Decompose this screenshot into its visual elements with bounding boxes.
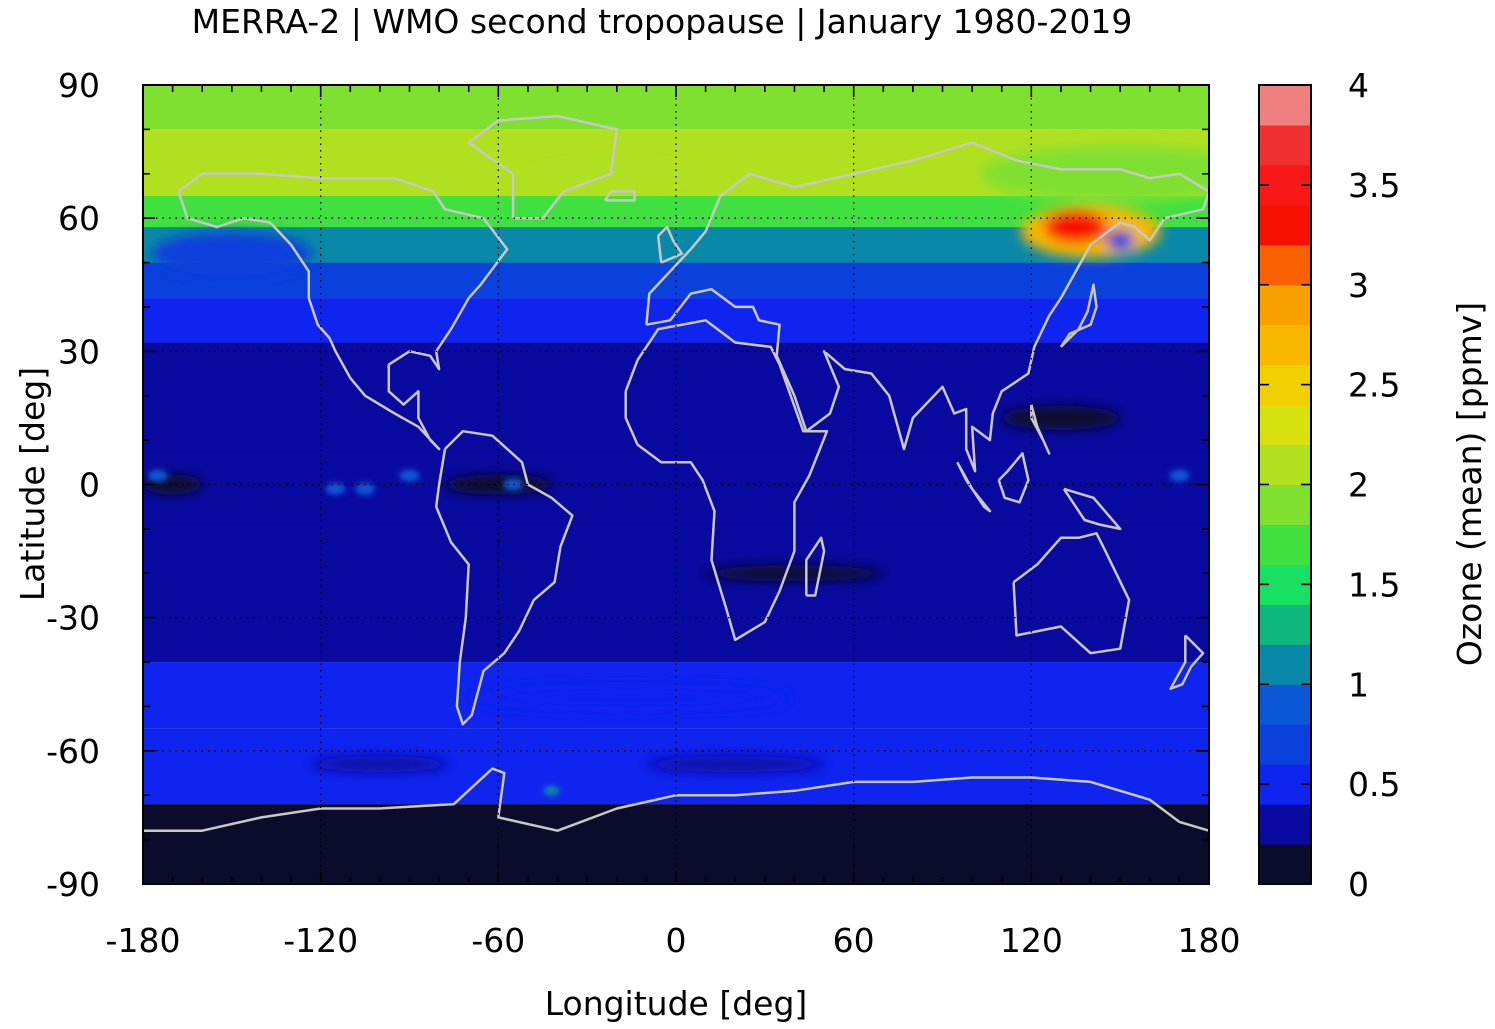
colorbar-tick-label: 1 xyxy=(1348,665,1369,704)
coastline-japan xyxy=(1059,283,1098,348)
y-tick-labels: -90 -60 -30 0 30 60 90 xyxy=(46,66,100,904)
coastline-africa xyxy=(624,319,829,642)
coastline-eurasia xyxy=(645,141,1209,473)
coastline-new-zealand xyxy=(1169,634,1205,690)
colorbar-segment-1 xyxy=(1259,804,1311,845)
colorbar xyxy=(1259,85,1311,885)
y-tick-label: -30 xyxy=(46,599,100,638)
colorbar-label: Ozone (mean) [ppmv] xyxy=(1450,302,1489,666)
y-tick-label: -60 xyxy=(46,732,100,771)
coastline-antarctica xyxy=(143,767,1209,832)
coastline-uk xyxy=(656,225,684,264)
coastline-borneo xyxy=(997,452,1030,504)
chart-title: MERRA-2 | WMO second tropopause | Januar… xyxy=(192,2,1133,41)
colorbar-tick-label: 0 xyxy=(1348,865,1369,904)
asia-low-patch xyxy=(1000,405,1121,430)
x-tick-labels: -180 -120 -60 0 60 120 180 xyxy=(106,921,1241,960)
colorbar-segment-14 xyxy=(1259,284,1311,326)
siberia-max-patch xyxy=(1043,211,1108,244)
x-axis-label: Longitude [deg] xyxy=(545,984,808,1023)
coastline-south-america xyxy=(434,429,574,726)
arctic-max-patch xyxy=(526,159,707,188)
southern-low-patch xyxy=(309,756,450,773)
equatorial-spot-4 xyxy=(147,469,168,482)
x-tick-label: -60 xyxy=(471,921,525,960)
coastline-greenland xyxy=(467,114,619,220)
colorbar-segment-19 xyxy=(1259,85,1311,126)
siberia-low-patch xyxy=(1106,230,1135,251)
equatorial-spot-5 xyxy=(1169,469,1190,482)
x-tick-label: 180 xyxy=(1178,921,1241,960)
colorbar-tick-label: 3 xyxy=(1348,266,1369,305)
x-tick-label: 60 xyxy=(833,921,875,960)
colorbar-segment-11 xyxy=(1259,404,1311,446)
feature-spots xyxy=(147,469,1190,796)
ozone-band-11 xyxy=(143,804,1209,884)
colorbar-segment-5 xyxy=(1259,644,1311,685)
colorbar-segment-9 xyxy=(1259,484,1311,525)
colorbar-segment-15 xyxy=(1259,244,1311,286)
coastline-philippines xyxy=(1030,404,1051,455)
southern-ridge-patch xyxy=(471,683,792,712)
x-tick-label: 120 xyxy=(1000,921,1063,960)
plot-area xyxy=(143,85,1209,884)
y-tick-label: 90 xyxy=(58,66,100,105)
y-tick-label: 0 xyxy=(79,466,100,505)
colorbar-segment-8 xyxy=(1259,524,1311,565)
axis-ticks xyxy=(142,84,1210,885)
colorbar-segment-18 xyxy=(1259,124,1311,166)
y-tick-label: 30 xyxy=(58,332,100,371)
x-tick-label: -120 xyxy=(283,921,358,960)
colorbar-tick-label: 3.5 xyxy=(1348,166,1400,205)
colorbar-tick-label: 2.5 xyxy=(1348,366,1400,405)
colorbar-tick-label: 2 xyxy=(1348,466,1369,505)
equatorial-spot-3 xyxy=(503,478,524,491)
x-tick-label: -180 xyxy=(106,921,181,960)
colorbar-tick-label: 1.5 xyxy=(1348,565,1400,604)
antarctic-spot xyxy=(543,785,560,796)
y-axis-label: Latitude [deg] xyxy=(13,367,52,601)
coastline-iceland xyxy=(603,190,636,202)
coastline-north-america xyxy=(177,172,509,451)
colorbar-tick-labels: 0 0.5 1 1.5 2 2.5 3 3.5 4 xyxy=(1348,66,1400,904)
y-tick-label: -90 xyxy=(46,865,100,904)
coastlines xyxy=(143,114,1209,832)
equatorial-spot-1 xyxy=(355,482,376,495)
colorbar-tick-label: 4 xyxy=(1348,66,1369,105)
colorbar-ticks xyxy=(1259,84,1311,885)
colorbar-segment-0 xyxy=(1259,844,1311,885)
coastline-madagascar xyxy=(805,536,826,597)
colorbar-segment-16 xyxy=(1259,204,1311,246)
coastline-new-guinea xyxy=(1062,487,1122,531)
southern-low-patch-2 xyxy=(645,756,826,773)
colorbar-tick-label: 0.5 xyxy=(1348,765,1400,804)
grid-lines xyxy=(143,85,1209,884)
colorbar-segment-3 xyxy=(1259,724,1311,765)
pacific-ridge-patch xyxy=(151,231,312,276)
equatorial-spot-0 xyxy=(325,482,346,495)
amazon-low-patch xyxy=(443,474,554,495)
y-tick-label: 60 xyxy=(58,199,100,238)
coastline-australia xyxy=(1012,532,1131,655)
colorbar-segment-10 xyxy=(1259,444,1311,485)
equatorial-spot-2 xyxy=(399,469,420,482)
colorbar-segment-4 xyxy=(1259,684,1311,725)
africa-low-patch xyxy=(704,565,885,582)
high-lat-patch xyxy=(980,145,1209,202)
x-tick-label: 0 xyxy=(666,921,687,960)
colorbar-segment-6 xyxy=(1259,604,1311,645)
colorbar-segment-13 xyxy=(1259,324,1311,366)
